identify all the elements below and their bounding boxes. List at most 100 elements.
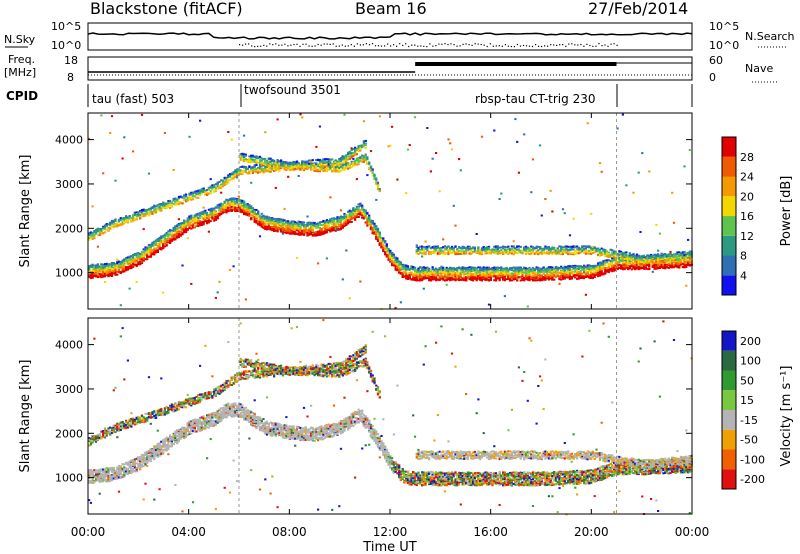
data-cell bbox=[241, 201, 244, 204]
data-cell bbox=[172, 197, 175, 200]
data-cell bbox=[184, 229, 188, 232]
data-cell bbox=[450, 274, 454, 277]
data-cell bbox=[415, 273, 418, 276]
data-cell bbox=[100, 268, 103, 271]
data-cell bbox=[357, 150, 360, 153]
data-cell bbox=[169, 202, 172, 205]
data-cell bbox=[327, 225, 330, 228]
nsearch-point bbox=[480, 43, 482, 46]
data-cell bbox=[158, 247, 161, 250]
data-cell bbox=[384, 253, 387, 256]
data-cell bbox=[162, 236, 165, 239]
data-cell bbox=[285, 166, 288, 169]
data-cell bbox=[317, 223, 320, 226]
data-cell bbox=[361, 206, 364, 209]
data-cell bbox=[440, 265, 443, 268]
data-cell bbox=[350, 153, 353, 156]
data-cell bbox=[442, 266, 445, 269]
nsearch-point bbox=[371, 43, 374, 45]
data-cell bbox=[221, 206, 225, 209]
data-cell bbox=[292, 166, 295, 168]
data-cell bbox=[232, 201, 235, 204]
data-cell bbox=[320, 221, 323, 223]
data-cell bbox=[91, 266, 94, 269]
data-cell bbox=[258, 220, 262, 223]
data-cell bbox=[329, 167, 332, 170]
data-cell bbox=[114, 267, 117, 270]
data-cell bbox=[103, 228, 107, 230]
data-cell bbox=[169, 207, 172, 209]
data-cell bbox=[429, 170, 432, 173]
cpid-mode-rbsp: rbsp-tau CT-trig 230 bbox=[475, 92, 595, 106]
data-cell bbox=[322, 158, 325, 161]
data-cell bbox=[347, 153, 350, 156]
data-cell bbox=[433, 277, 436, 280]
data-cell bbox=[251, 160, 254, 163]
data-cell bbox=[116, 270, 119, 273]
data-cell bbox=[116, 222, 119, 225]
data-cell bbox=[156, 242, 159, 245]
data-cell bbox=[413, 267, 417, 270]
data-cell bbox=[301, 165, 304, 168]
data-cell bbox=[304, 161, 307, 164]
data-cell bbox=[350, 147, 353, 150]
data-cell bbox=[295, 168, 299, 170]
data-cell bbox=[318, 228, 321, 231]
data-cell bbox=[188, 225, 191, 228]
data-cell bbox=[255, 209, 258, 211]
data-cell bbox=[380, 245, 383, 248]
data-cell bbox=[177, 224, 180, 226]
data-cell bbox=[253, 155, 256, 158]
data-cell bbox=[294, 221, 297, 224]
data-cell bbox=[100, 265, 103, 268]
data-cell bbox=[276, 160, 279, 163]
data-cell bbox=[162, 243, 165, 246]
data-cell bbox=[177, 200, 180, 203]
data-cell bbox=[345, 219, 348, 222]
data-cell bbox=[283, 219, 286, 222]
data-cell bbox=[384, 245, 387, 248]
data-cell bbox=[465, 276, 468, 279]
data-cell bbox=[347, 162, 350, 165]
data-cell bbox=[209, 186, 212, 189]
data-cell bbox=[355, 214, 358, 217]
data-cell bbox=[257, 170, 260, 173]
data-cell bbox=[368, 217, 371, 220]
data-cell bbox=[359, 146, 362, 149]
data-cell bbox=[438, 271, 441, 273]
data-cell bbox=[290, 167, 293, 170]
data-cell bbox=[392, 257, 395, 259]
data-cell bbox=[121, 157, 124, 160]
data-cell bbox=[394, 261, 397, 264]
data-cell bbox=[190, 220, 193, 223]
data-cell bbox=[302, 165, 306, 168]
data-cell bbox=[343, 159, 346, 162]
data-cell bbox=[310, 229, 313, 232]
data-cell bbox=[250, 210, 253, 213]
data-cell bbox=[121, 262, 124, 265]
data-cell bbox=[100, 276, 103, 279]
data-cell bbox=[206, 222, 209, 225]
data-cell bbox=[304, 231, 307, 234]
data-cell bbox=[232, 203, 235, 206]
data-cell bbox=[334, 159, 337, 162]
beam-title: Beam 16 bbox=[355, 0, 427, 18]
data-cell bbox=[237, 200, 240, 202]
data-cell bbox=[322, 160, 325, 163]
data-cell bbox=[419, 276, 422, 279]
data-cell bbox=[301, 229, 304, 232]
data-cell bbox=[302, 233, 306, 236]
data-cell bbox=[375, 231, 378, 234]
data-cell bbox=[350, 149, 353, 152]
data-cell bbox=[186, 199, 189, 202]
data-cell bbox=[343, 113, 346, 116]
data-cell bbox=[329, 164, 332, 167]
data-cell bbox=[468, 271, 471, 274]
data-cell bbox=[100, 263, 103, 266]
data-cell bbox=[387, 257, 390, 260]
data-cell bbox=[403, 268, 406, 271]
data-cell bbox=[151, 251, 154, 254]
data-cell bbox=[262, 158, 265, 161]
data-cell bbox=[188, 198, 191, 201]
data-cell bbox=[126, 256, 129, 259]
